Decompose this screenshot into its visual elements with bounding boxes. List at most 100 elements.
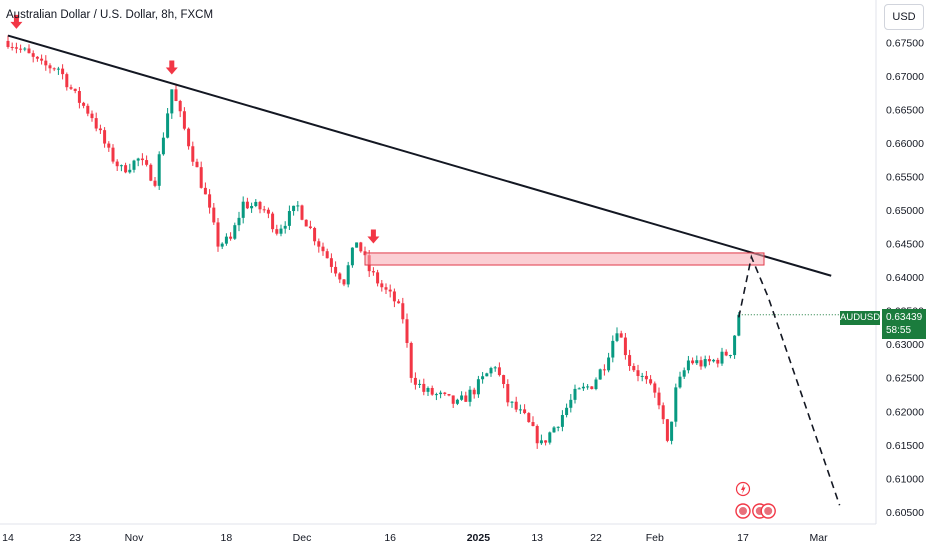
candle-body: [409, 342, 413, 378]
x-tick-label: 18: [221, 532, 233, 544]
candle-body: [430, 387, 434, 395]
y-tick-label: 0.67000: [886, 71, 924, 83]
price-tag-countdown: 58:55: [886, 325, 912, 336]
candle-body: [665, 419, 669, 441]
candle-body: [334, 266, 338, 274]
candle-body: [581, 386, 585, 389]
candle-body: [61, 68, 65, 75]
candle-body: [502, 375, 506, 385]
candle-body: [48, 65, 52, 69]
candle-body: [497, 367, 501, 376]
candle-body: [527, 413, 531, 423]
candle-body: [317, 241, 321, 247]
candle-body: [325, 251, 329, 259]
candle-body: [40, 58, 44, 61]
price-tag-price: 0.63439: [886, 312, 923, 323]
down-arrow-marker: [10, 14, 23, 29]
candle-body: [468, 389, 472, 402]
candle-body: [73, 88, 77, 92]
candle-body: [342, 279, 346, 285]
candle-body: [258, 201, 262, 210]
candle-body: [476, 379, 480, 395]
currency-button[interactable]: USD: [884, 4, 924, 30]
candle-body: [136, 158, 140, 161]
candle-body: [510, 401, 514, 403]
candle-body: [422, 383, 426, 392]
candle-body: [128, 169, 132, 173]
trendline[interactable]: [7, 34, 832, 277]
candle-body: [195, 161, 199, 168]
candle-body: [237, 217, 241, 226]
candle-body: [292, 205, 296, 212]
candle-body: [712, 359, 716, 362]
candle-body: [119, 165, 123, 167]
candle-body: [107, 143, 111, 148]
candle-body: [628, 355, 632, 367]
candle-body: [376, 272, 380, 284]
candle-body: [737, 314, 741, 336]
candle-body: [174, 89, 178, 101]
candle-body: [455, 399, 459, 404]
candle-body: [371, 271, 375, 273]
candle-body: [485, 373, 489, 377]
down-arrow-marker: [367, 229, 380, 244]
candle-body: [548, 432, 552, 443]
candle-body: [241, 201, 245, 218]
candle-body: [157, 154, 161, 186]
candle-body: [98, 128, 102, 131]
candle-body: [313, 228, 317, 242]
candle-body: [590, 386, 594, 390]
candle-body: [514, 401, 518, 410]
y-tick-label: 0.66500: [886, 104, 924, 116]
candle-body: [275, 229, 279, 234]
candle-body: [14, 47, 18, 49]
candle-body: [489, 368, 493, 374]
x-tick-label: Nov: [125, 532, 144, 544]
candle-body: [359, 242, 363, 252]
candle-body: [724, 351, 728, 356]
y-tick-label: 0.61000: [886, 473, 924, 485]
x-tick-label: Feb: [646, 532, 664, 544]
candle-body: [451, 395, 455, 404]
resistance-zone[interactable]: [364, 252, 765, 266]
candle-body: [380, 283, 384, 288]
x-tick-label: 2025: [467, 532, 491, 544]
candle-body: [145, 160, 149, 165]
candle-body: [556, 426, 560, 428]
price-tag-value: 0.63439 58:55: [882, 309, 926, 339]
x-tick-label: 22: [590, 532, 602, 544]
candle-body: [296, 205, 300, 207]
candle-body: [611, 340, 615, 358]
candle-body: [233, 225, 237, 239]
projection-path[interactable]: [738, 254, 841, 506]
candle-body: [224, 236, 228, 244]
candle-body: [19, 48, 23, 50]
candle-body: [216, 222, 220, 247]
candle-body: [426, 387, 430, 392]
flag-icon: [764, 507, 773, 515]
candle-body: [203, 187, 207, 195]
candle-body: [401, 303, 405, 320]
candle-body: [531, 422, 535, 426]
candle-body: [287, 211, 291, 226]
candle-body: [535, 425, 539, 444]
x-tick-label: 17: [737, 532, 749, 544]
candle-body: [388, 289, 392, 292]
candle-body: [199, 167, 203, 188]
candle-body: [161, 137, 165, 155]
candle-body: [338, 273, 342, 280]
candle-body: [6, 40, 10, 47]
chart-title: Australian Dollar / U.S. Dollar, 8h, FXC…: [6, 9, 214, 21]
candle-body: [493, 367, 497, 369]
candle-body: [678, 376, 682, 388]
candle-body: [472, 389, 476, 395]
candle-body: [170, 89, 174, 114]
x-tick-label: 13: [531, 532, 543, 544]
candle-body: [392, 291, 396, 302]
candle-body: [187, 128, 191, 147]
y-tick-label: 0.60500: [886, 507, 924, 519]
candle-body: [254, 201, 258, 207]
candle-body: [674, 387, 678, 422]
